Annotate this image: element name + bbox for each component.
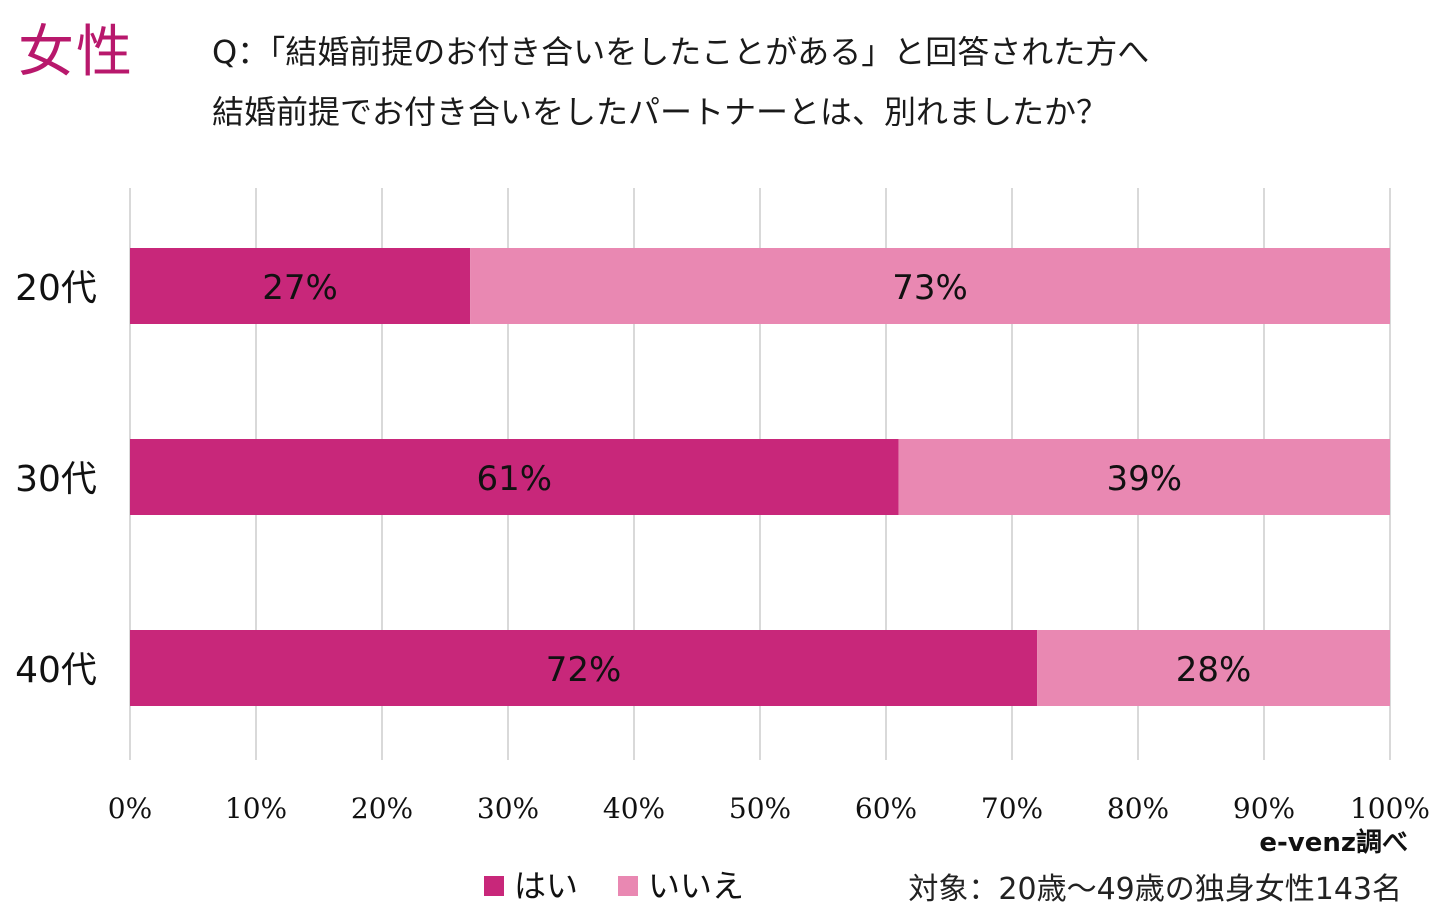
data-label: 72% xyxy=(546,650,622,690)
legend-swatch-no xyxy=(618,876,639,896)
bar-segment xyxy=(130,248,471,324)
x-tick-label: 100% xyxy=(1350,792,1430,825)
category-label: 20代 xyxy=(15,268,97,309)
x-tick-label: 40% xyxy=(603,792,665,825)
data-label: 39% xyxy=(1107,459,1183,499)
legend-item-yes: はい xyxy=(484,864,578,908)
x-tick-label: 20% xyxy=(351,792,413,825)
category-label: 30代 xyxy=(15,459,97,500)
gender-title: 女性 xyxy=(18,20,134,85)
legend-label-yes: はい xyxy=(514,867,579,905)
legend-label-no: いいえ xyxy=(648,867,745,905)
bar-segment xyxy=(1037,630,1390,706)
data-label: 28% xyxy=(1176,650,1252,690)
bar-segment xyxy=(898,439,1390,515)
x-tick-label: 10% xyxy=(225,792,287,825)
source-credit: e-venz調べ xyxy=(1259,828,1408,858)
x-tick-label: 80% xyxy=(1107,792,1169,825)
legend-item-no: いいえ xyxy=(618,864,744,908)
x-tick-label: 50% xyxy=(729,792,791,825)
x-tick-label: 30% xyxy=(477,792,539,825)
x-tick-label: 90% xyxy=(1233,792,1295,825)
data-label: 27% xyxy=(262,268,338,308)
x-tick-label: 70% xyxy=(981,792,1043,825)
bar-segment xyxy=(130,630,1038,706)
legend-swatch-yes xyxy=(484,876,504,896)
category-label: 40代 xyxy=(15,650,97,691)
legend: はい いいえ xyxy=(484,864,744,908)
bar-segment xyxy=(130,439,899,515)
question-line-2: 結婚前提でお付き合いをしたパートナーとは、別れましたか？ xyxy=(212,93,1109,131)
x-tick-label: 0% xyxy=(108,792,152,825)
question-line-1: Q：「結婚前提のお付き合いをしたことがある」と回答された方へ xyxy=(212,33,1150,71)
data-label: 61% xyxy=(477,459,553,499)
x-tick-label: 60% xyxy=(855,792,917,825)
bar-segment xyxy=(470,248,1390,324)
survey-note: 対象：20歳〜49歳の独身女性143名 xyxy=(908,872,1402,907)
data-label: 73% xyxy=(892,268,968,308)
